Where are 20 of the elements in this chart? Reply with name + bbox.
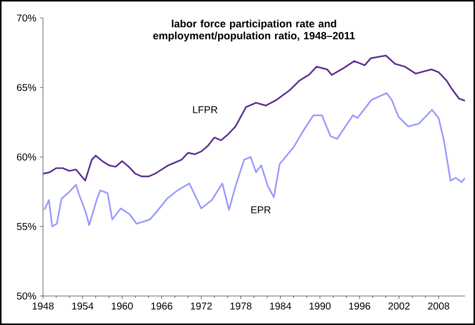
y-tick-label: 70% — [17, 14, 36, 22]
text: LFPR — [193, 106, 218, 114]
x-tick-label: 2008 — [428, 302, 450, 310]
x-tick-label: 1978 — [230, 302, 252, 310]
x-tick-label: 1972 — [190, 302, 212, 310]
line-series — [44, 92, 465, 228]
x-tick-label: 2002 — [388, 302, 410, 310]
text: labor force participation rate and employment/population ratio, 1948–2011 — [153, 20, 355, 42]
x-tick-label: 1996 — [349, 302, 370, 310]
y-tick-label: 55% — [16, 222, 36, 230]
x-tick-label: 1954 — [72, 302, 94, 310]
y-tick-label: 50% — [16, 292, 36, 300]
x-tick-label: 1966 — [151, 302, 172, 310]
x-tick-label: 1990 — [310, 302, 331, 310]
y-tick-label: 60% — [17, 153, 36, 161]
y-tick-label: 65% — [17, 84, 36, 92]
x-tick-label: 1984 — [270, 302, 292, 310]
x-tick-label: 1960 — [112, 302, 133, 310]
x-tick-label: 1948 — [32, 302, 54, 310]
series-label: EPR — [251, 206, 271, 214]
